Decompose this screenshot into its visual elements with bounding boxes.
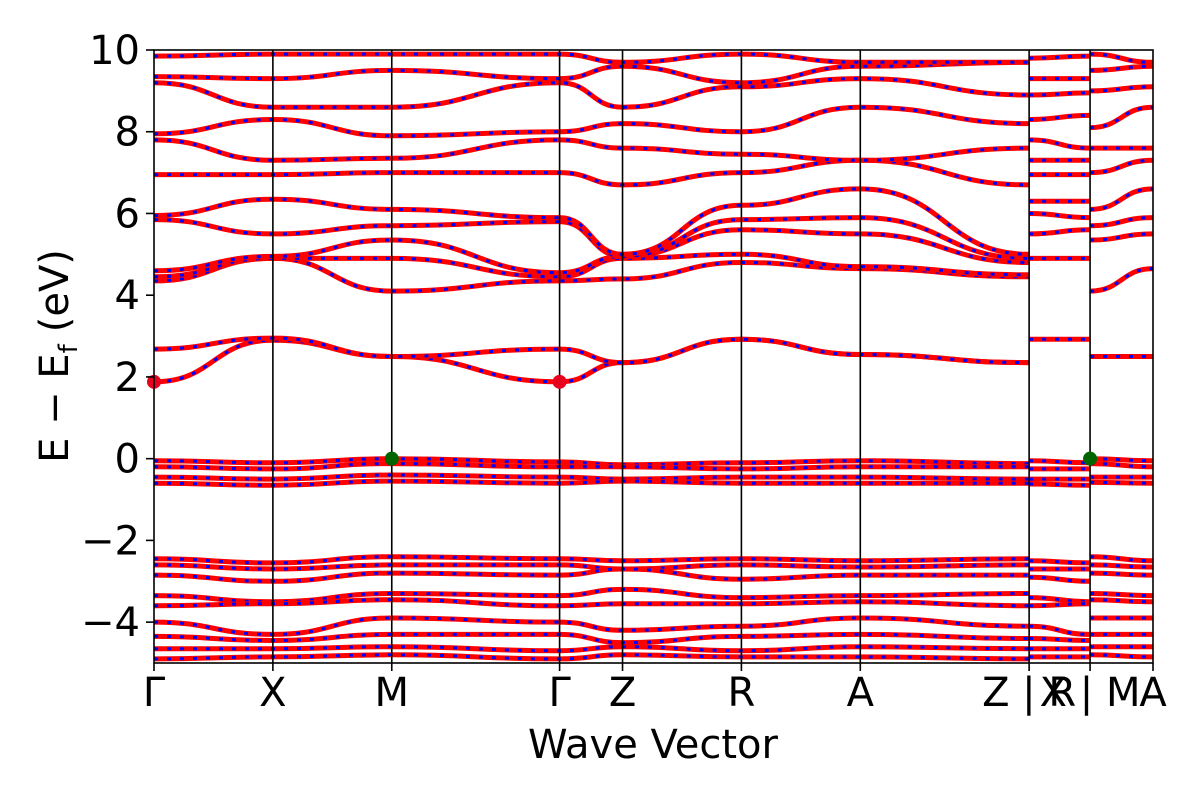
band-line-dashed xyxy=(153,457,1030,467)
band-line-dashed xyxy=(1029,559,1091,565)
y-tick-label: 8 xyxy=(115,110,140,156)
band-line-dashed xyxy=(1029,228,1091,236)
y-tick-label: −2 xyxy=(81,518,140,564)
band-line-dashed xyxy=(153,555,1030,565)
x-tick-label: Z xyxy=(609,670,636,716)
band-line-dashed xyxy=(1090,232,1154,242)
band-line-dashed xyxy=(1029,113,1091,121)
band-line-dashed xyxy=(1090,563,1154,569)
band-line-dashed xyxy=(153,645,1030,653)
band-line-dashed xyxy=(153,337,1030,384)
x-tick-label: X xyxy=(259,670,286,716)
band-line xyxy=(1090,104,1154,131)
band-line-dashed xyxy=(153,567,1030,583)
band-line-dashed xyxy=(1090,64,1154,72)
band-line xyxy=(1090,51,1154,65)
band-line-dashed xyxy=(1029,637,1091,642)
band-line-dashed xyxy=(153,252,1030,279)
band-line xyxy=(1090,215,1154,229)
x-tick-label: A xyxy=(1139,670,1167,716)
band-line-dashed xyxy=(153,462,1030,471)
y-tick-label: −4 xyxy=(81,600,140,646)
y-tick-label: 4 xyxy=(115,273,140,319)
band-line-dashed xyxy=(1090,571,1154,577)
band-line xyxy=(1029,481,1091,488)
band-line xyxy=(1090,157,1154,176)
y-axis-title-main: E − E xyxy=(32,353,78,463)
x-tick-label: Z | R xyxy=(982,670,1076,716)
bands-layer xyxy=(153,51,1154,662)
band-edge-marker xyxy=(552,374,567,389)
band-edge-marker xyxy=(1083,451,1098,466)
x-tick-label: R xyxy=(728,670,756,716)
band-line-dashed xyxy=(1090,462,1154,469)
band-line-dashed xyxy=(1090,85,1154,93)
band-line-dashed xyxy=(153,228,1030,275)
x-tick-label: A xyxy=(847,670,875,716)
x-tick-label: Γ xyxy=(548,670,571,716)
band-line xyxy=(1090,266,1154,294)
band-line-dashed xyxy=(1090,457,1154,463)
y-axis-title-unit: (eV) xyxy=(32,249,78,332)
band-line xyxy=(1090,186,1154,212)
band-line-dashed xyxy=(1029,54,1091,60)
plot-frame xyxy=(153,49,1154,664)
y-tick-label: 10 xyxy=(89,28,140,74)
band-line-dashed xyxy=(154,158,1030,187)
y-tick-label: 6 xyxy=(115,191,140,237)
x-tick-label: M xyxy=(375,670,410,716)
band-line-dashed xyxy=(1029,575,1091,583)
band-line-dashed xyxy=(153,138,1030,162)
band-line-dashed xyxy=(1090,592,1154,598)
band-line-dashed xyxy=(1029,212,1091,220)
band-line-dashed xyxy=(1029,459,1091,465)
band-line-dashed xyxy=(1090,555,1154,563)
band-line-dashed xyxy=(1090,653,1154,659)
band-line-dashed xyxy=(1029,138,1091,150)
band-line xyxy=(153,137,1030,163)
y-axis-title: E − Ef (eV) xyxy=(32,249,84,463)
band-line-dashed xyxy=(153,216,1030,260)
y-tick-label: 2 xyxy=(115,355,140,401)
y-axis-title-subscript: f xyxy=(54,343,84,353)
band-line-dashed xyxy=(153,473,1030,481)
band-line-dashed xyxy=(153,653,1030,661)
band-line-dashed xyxy=(1029,91,1091,97)
band-line xyxy=(154,157,1030,188)
band-line xyxy=(153,615,1030,637)
x-axis-title: Wave Vector xyxy=(528,722,779,768)
x-tick-label: Γ xyxy=(143,670,166,716)
band-line-dashed xyxy=(153,598,1030,608)
kpoint-lines-layer xyxy=(272,50,1091,663)
band-edge-marker xyxy=(384,451,399,466)
band-line xyxy=(153,76,1030,110)
y-tick-label: 0 xyxy=(115,437,140,483)
band-line-dashed xyxy=(1029,482,1091,487)
band-line xyxy=(1090,479,1154,486)
band-line-dashed xyxy=(1090,598,1154,604)
band-line-dashed xyxy=(1029,624,1091,636)
band-line xyxy=(153,104,1030,139)
band-line-dashed xyxy=(1029,602,1091,608)
band-line-dashed xyxy=(153,77,1030,109)
band-line-dashed xyxy=(153,187,1030,256)
band-line-dashed xyxy=(153,479,1030,487)
y-axis: −4 −2 0 2 4 6 8 10 xyxy=(81,28,154,646)
x-tick-label: X | M xyxy=(1040,670,1141,716)
band-line-dashed xyxy=(153,52,1030,64)
band-line xyxy=(153,336,1030,385)
